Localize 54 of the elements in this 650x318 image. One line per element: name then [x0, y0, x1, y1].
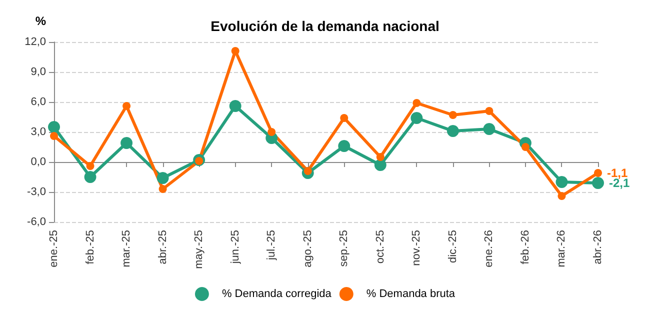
x-tick-label: dic.-25	[446, 230, 459, 264]
point	[592, 177, 604, 189]
chart-title: Evolución de la demanda nacional	[210, 18, 440, 34]
point	[338, 140, 350, 152]
point	[556, 176, 568, 188]
legend-label: % Demanda bruta	[366, 288, 456, 300]
x-tick-label: mar.-26	[556, 230, 568, 268]
point	[410, 112, 423, 124]
point	[48, 121, 60, 133]
point	[50, 132, 58, 140]
legend-label: % Demanda corregida	[222, 288, 332, 300]
x-tick-label: jul.-25	[266, 230, 278, 261]
y-tick-label: 3,0	[30, 126, 46, 138]
point	[120, 137, 133, 149]
point	[122, 102, 131, 110]
point	[485, 107, 494, 115]
point	[231, 47, 240, 55]
point	[84, 171, 96, 183]
point	[340, 114, 348, 122]
x-tick-label: feb.-26	[519, 230, 532, 264]
x-tick-label: feb.-25	[84, 230, 96, 264]
x-tick-label: abr.-25	[156, 230, 169, 264]
point	[229, 100, 242, 112]
point	[376, 153, 384, 161]
point	[412, 99, 421, 107]
point	[86, 162, 94, 170]
x-tick-label: may.-25	[193, 230, 206, 269]
point	[448, 111, 457, 119]
x-tick-label: nov.-25	[410, 230, 423, 266]
point	[521, 143, 530, 151]
x-tick-label: abr.-26	[592, 230, 604, 264]
x-tick-label: jun.-25	[229, 230, 242, 265]
point	[483, 123, 496, 135]
y-tick-label: -3,0	[27, 186, 46, 198]
point	[558, 192, 566, 200]
data-label: -1,1	[607, 166, 628, 180]
x-tick-label: mar.-25	[120, 230, 133, 268]
point	[158, 185, 167, 193]
x-tick-label: ago.-25	[302, 230, 314, 268]
y-tick-label: 12,0	[24, 36, 46, 48]
y-tick-label: 6,0	[30, 96, 46, 108]
x-tick-label: ene.-26	[483, 230, 496, 268]
y-tick-label: 9,0	[30, 66, 46, 78]
point	[374, 159, 386, 171]
y-axis-title: %	[35, 14, 46, 28]
x-tick-label: ene.-25	[48, 230, 60, 268]
y-tick-label: 0,0	[30, 156, 46, 168]
point	[446, 125, 459, 137]
x-tick-label: sep.-25	[338, 230, 350, 267]
point	[594, 169, 602, 177]
point	[156, 172, 169, 184]
y-tick-label: -6,0	[27, 216, 46, 228]
point	[268, 128, 276, 136]
x-tick-label: oct.-25	[374, 230, 386, 264]
